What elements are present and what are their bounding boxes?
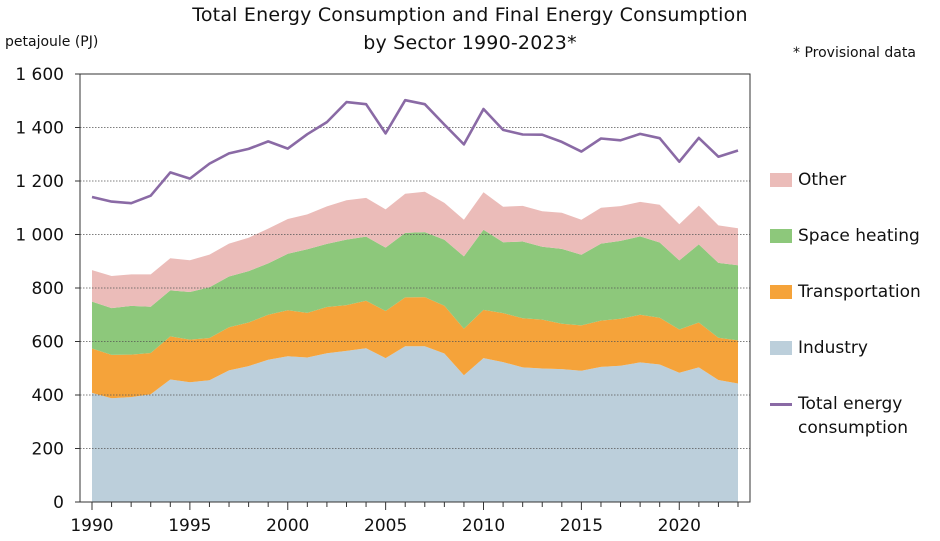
area-other <box>92 191 738 309</box>
legend-swatch <box>770 229 792 243</box>
area-space-heating <box>92 229 738 355</box>
legend-label: Other <box>798 170 847 190</box>
x-tick-label: 2000 <box>266 516 309 536</box>
legend-swatch <box>770 173 792 187</box>
legend-swatch <box>770 403 792 406</box>
legend-item-other: Other <box>770 168 846 192</box>
y-tick-label: 400 <box>32 386 64 406</box>
chart-title-line1: Total Energy Consumption and Final Energ… <box>192 4 748 26</box>
x-tick-label: 1995 <box>168 516 211 536</box>
legend-item-industry: Industry <box>770 336 868 360</box>
chart-title-line2: by Sector 1990-2023* <box>363 32 577 54</box>
x-tick-label: 2010 <box>462 516 505 536</box>
area-industry <box>92 346 738 502</box>
y-tick-label: 200 <box>32 440 64 460</box>
legend-swatch <box>770 285 792 299</box>
x-tick-label: 2005 <box>364 516 407 536</box>
x-tick-label: 1990 <box>70 516 113 536</box>
legend-item-transportation: Transportation <box>770 280 921 304</box>
chart-legend: Other Space heating Transportation Industry… <box>770 0 940 541</box>
provisional-note: * Provisional data <box>793 45 916 61</box>
x-tick-label: 2015 <box>560 516 603 536</box>
legend-label: Space heating <box>798 226 920 246</box>
y-tick-label: 1 000 <box>15 226 64 246</box>
y-tick-label: 800 <box>32 279 64 299</box>
legend-label: Total energy consumption <box>798 394 909 438</box>
y-axis-unit-label: petajoule (PJ) <box>5 34 99 50</box>
y-tick-label: 1 400 <box>15 119 64 139</box>
line-total-energy-consumption <box>91 98 739 205</box>
y-tick-label: 0 <box>53 493 64 513</box>
legend-item-total-energy-consumption: Total energy consumption <box>770 392 908 440</box>
y-tick-label: 600 <box>32 333 64 353</box>
x-tick-label: 2020 <box>658 516 701 536</box>
legend-label: Industry <box>798 338 868 358</box>
legend-label: Transportation <box>798 282 921 302</box>
area-transportation <box>92 297 738 399</box>
legend-item-space-heating: Space heating <box>770 224 920 248</box>
legend-swatch <box>770 341 792 355</box>
y-tick-label: 1 200 <box>15 172 64 192</box>
y-tick-label: 1 600 <box>15 65 64 85</box>
